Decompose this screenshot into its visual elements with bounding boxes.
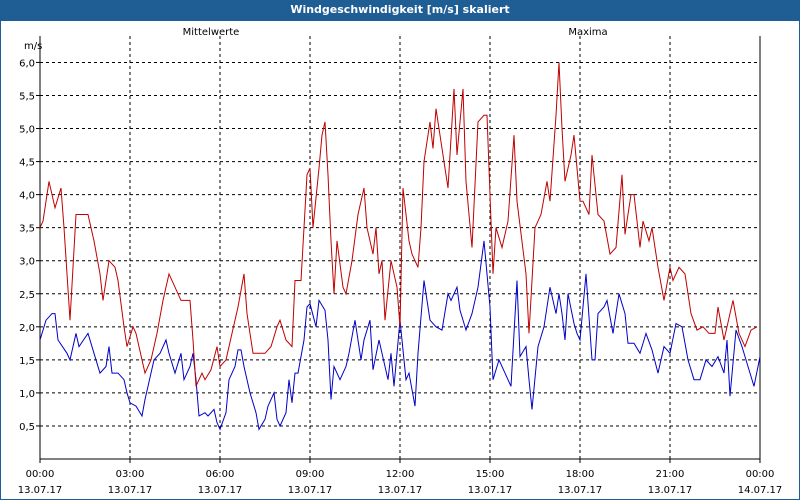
chart-title-bar: Windgeschwindigkeit [m/s] skaliert [0,0,800,20]
series-line-maxima [39,62,758,387]
y-tick-label: 2,5 [19,290,35,301]
legend-maxima: Maxima [568,27,607,38]
x-tick-date: 13.07.17 [108,485,153,496]
x-tick-date: 13.07.17 [18,485,63,496]
series-line-mittelwerte [39,240,761,431]
x-tick-date: 13.07.17 [558,485,603,496]
y-tick-label: 0,5 [19,422,35,433]
y-tick-label: 3,0 [19,257,35,268]
x-tick-time: 21:00 [656,469,685,480]
y-tick-label: 5,0 [19,125,35,136]
x-tick-time: 18:00 [566,469,595,480]
x-tick-labels: 00:00 13.07.17 03:00 13.07.17 06:00 13.07.17 0… [18,459,783,496]
x-tick-date: 13.07.17 [468,485,513,496]
x-tick-time: 06:00 [206,469,235,480]
series-lines [39,62,761,431]
chart-title: Windgeschwindigkeit [m/s] skaliert [290,3,510,16]
x-tick-time: 00:00 [746,469,775,480]
x-tick-date: 13.07.17 [648,485,693,496]
x-tick-time: 03:00 [116,469,145,480]
x-tick-date: 13.07.17 [378,485,423,496]
y-axis-label: m/s [24,41,42,52]
y-tick-labels: 0,5 1,0 1,5 2,0 2,5 3,0 3,5 4,0 4,5 5,0 5,5 6,0 [19,58,40,433]
legend-mittelwerte: Mittelwerte [183,27,240,38]
grid-lines [40,36,760,459]
y-tick-label: 5,5 [19,91,35,102]
x-tick-date: 14.07.17 [738,485,783,496]
x-tick-time: 12:00 [386,469,415,480]
x-tick-time: 15:00 [476,469,505,480]
y-tick-label: 6,0 [19,58,35,69]
x-tick-date: 13.07.17 [288,485,333,496]
y-tick-label: 3,5 [19,224,35,235]
y-tick-label: 4,0 [19,191,35,202]
x-tick-time: 00:00 [26,469,55,480]
y-tick-label: 1,5 [19,356,35,367]
x-tick-date: 13.07.17 [198,485,243,496]
y-tick-label: 2,0 [19,323,35,334]
y-tick-label: 4,5 [19,158,35,169]
y-tick-label: 1,0 [19,389,35,400]
x-tick-time: 09:00 [296,469,325,480]
